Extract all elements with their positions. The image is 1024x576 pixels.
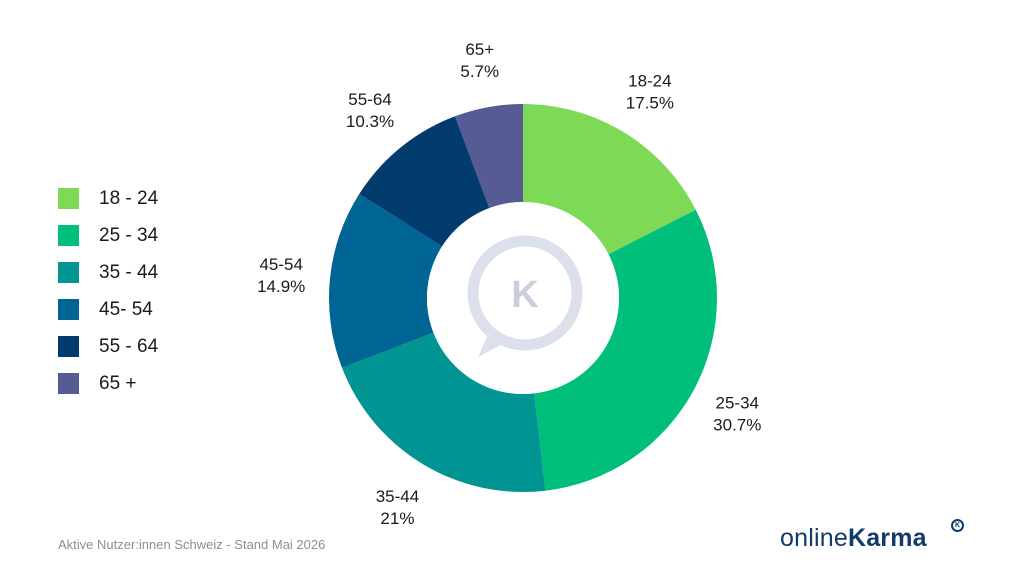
slice-label: 25-34 30.7% <box>713 394 761 435</box>
legend-swatch <box>58 225 79 246</box>
slice-label: 45-54 14.9% <box>257 255 305 296</box>
slice-value-label: 21% <box>380 509 414 528</box>
footer-note: Aktive Nutzer:innen Schweiz - Stand Mai … <box>58 537 326 552</box>
brand-name: Karma <box>847 524 927 552</box>
legend-label: 18 - 24 <box>99 187 159 209</box>
legend-swatch <box>58 299 79 320</box>
slice-value-label: 14.9% <box>257 277 305 296</box>
slice-label: 18-24 17.5% <box>626 72 674 113</box>
legend-label: 65 + <box>99 372 137 394</box>
slice-value-label: 30.7% <box>713 416 761 435</box>
legend-item: 55 - 64 <box>58 334 158 359</box>
legend-item: 35 - 44 <box>58 260 158 285</box>
slice-category-label: 45-54 <box>259 255 302 274</box>
legend-label: 45- 54 <box>99 298 153 320</box>
slice-label: 55-64 10.3% <box>346 90 394 131</box>
brand-prefix: online <box>780 524 848 552</box>
slice-category-label: 55-64 <box>348 90 391 109</box>
legend-item: 65 + <box>58 371 158 396</box>
slice-category-label: 18-24 <box>628 72 671 91</box>
slice-label: 35-44 21% <box>376 487 419 528</box>
legend-item: 18 - 24 <box>58 186 158 211</box>
donut-slice-25-34 <box>534 209 717 491</box>
donut-slice-35-44 <box>342 332 546 493</box>
logo-letter: K <box>511 274 539 316</box>
slice-value-label: 10.3% <box>346 112 394 131</box>
legend-item: 25 - 34 <box>58 223 158 248</box>
k-speech-bubble-icon: K <box>427 202 619 394</box>
donut-slice-18-24 <box>523 104 696 255</box>
brand-mark-icon: K <box>951 519 964 532</box>
slice-label: 65+ 5.7% <box>460 40 499 81</box>
legend: 18 - 24 25 - 34 35 - 44 45- 54 55 - 64 6… <box>58 186 158 396</box>
legend-label: 35 - 44 <box>99 261 159 283</box>
legend-swatch <box>58 336 79 357</box>
slice-category-label: 25-34 <box>716 394 759 413</box>
legend-item: 45- 54 <box>58 297 158 322</box>
donut-slice-45-54 <box>328 193 442 368</box>
legend-swatch <box>58 188 79 209</box>
legend-swatch <box>58 373 79 394</box>
slice-value-label: 17.5% <box>626 94 674 113</box>
legend-swatch <box>58 262 79 283</box>
donut-slice-55-64 <box>359 116 490 247</box>
brand-logo: onlineKarma <box>780 524 927 553</box>
slice-category-label: 65+ <box>465 40 494 59</box>
slice-value-label: 5.7% <box>460 62 499 81</box>
slice-category-label: 35-44 <box>376 487 419 506</box>
donut-slice-65+ <box>455 104 523 209</box>
legend-label: 25 - 34 <box>99 224 159 246</box>
legend-label: 55 - 64 <box>99 335 159 357</box>
